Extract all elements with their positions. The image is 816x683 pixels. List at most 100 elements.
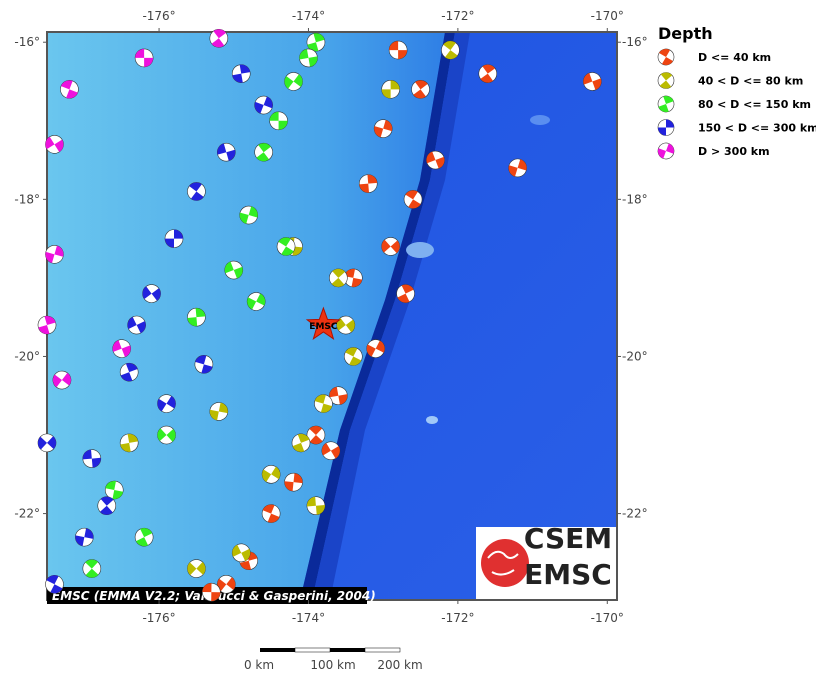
focal-mechanism (254, 95, 273, 115)
beachball-quadrant (224, 261, 243, 279)
beachball-quadrant (658, 143, 674, 159)
beachball-quadrant (112, 340, 131, 358)
focal-mechanism (37, 315, 57, 335)
beachball-quadrant (45, 245, 64, 263)
beachball-quadrant (85, 559, 99, 578)
focal-mechanism (45, 245, 64, 264)
focal-mechanism (276, 237, 296, 256)
focal-mechanism (478, 64, 498, 83)
beachball-quadrant (240, 551, 258, 570)
focal-mechanism (157, 425, 176, 445)
event-marker-label: EMSC (309, 322, 338, 332)
focal-mechanism (583, 72, 602, 91)
beachball-quadrant (232, 544, 251, 561)
focal-mechanism (82, 559, 102, 578)
beachball-quadrant (105, 481, 124, 499)
beachball-quadrant (381, 239, 400, 254)
focal-mechanism (45, 574, 64, 594)
beachball-quadrant (46, 575, 63, 594)
focal-mechanism (119, 362, 139, 382)
focal-mechanism (209, 28, 229, 48)
beachball-quadrant (284, 473, 303, 492)
beachball-quadrant (331, 268, 346, 287)
focal-mechanism (314, 394, 333, 413)
focal-mechanism (403, 190, 423, 209)
y-tick-label: -16° (14, 35, 40, 49)
focal-mechanism (269, 111, 288, 131)
beachball-quadrant (157, 395, 176, 412)
beachball-quadrant (187, 561, 206, 576)
focal-mechanism (321, 441, 341, 461)
focal-mechanism (373, 119, 393, 138)
focal-mechanism (224, 260, 244, 280)
focal-mechanism (52, 370, 72, 390)
beachball-quadrant (45, 136, 64, 152)
x-tick-label: -176° (142, 611, 175, 625)
beachball-quadrant (262, 504, 280, 523)
focal-mechanism (82, 449, 102, 468)
focal-mechanism (157, 394, 176, 413)
focal-mechanism (37, 433, 57, 453)
focal-mechanism (329, 386, 348, 406)
beachball-quadrant (127, 316, 146, 334)
focal-mechanism (343, 268, 363, 288)
scale-bar (260, 647, 401, 653)
beachball-quadrant (136, 528, 153, 547)
basemap (47, 32, 617, 600)
focal-mechanism (411, 80, 430, 99)
y-tick-label: -20° (622, 349, 648, 363)
focal-mechanism (306, 425, 326, 445)
focal-mechanism (134, 527, 154, 547)
beachball-quadrant (397, 284, 414, 303)
beachball-quadrant (336, 317, 355, 333)
scale-label: 200 km (377, 658, 422, 672)
beachball-quadrant (359, 174, 378, 193)
beachball-quadrant (232, 64, 251, 83)
beachball-quadrant (292, 433, 310, 452)
focal-mechanism (254, 142, 273, 162)
beachball-quadrant (53, 372, 71, 388)
beachball-quadrant (269, 111, 288, 130)
legend-symbol (657, 95, 675, 113)
beachball-quadrant (658, 119, 674, 136)
focal-mechanism (388, 40, 408, 60)
logo-text: EMSC (524, 558, 612, 591)
focal-mechanism (216, 574, 236, 594)
logo-graphic (487, 550, 519, 576)
beachball-quadrant (195, 355, 213, 374)
legend-label: D <= 40 km (698, 51, 771, 64)
focal-mechanism (127, 315, 146, 335)
beachball-quadrant (299, 49, 318, 67)
beachball-quadrant (426, 151, 445, 169)
focal-mechanism (284, 72, 303, 91)
beachball-quadrant (38, 436, 56, 450)
beachball-quadrant (374, 119, 393, 138)
x-tick-label: -172° (441, 9, 474, 23)
focal-mechanism (216, 142, 236, 162)
beachball-quadrant (262, 466, 281, 482)
beachball-quadrant (329, 386, 348, 405)
focal-mechanism (164, 229, 184, 248)
focal-mechanism (343, 347, 363, 366)
focal-mechanism (134, 48, 154, 68)
focal-mechanism (246, 292, 266, 311)
focal-mechanism (306, 32, 326, 52)
beachball-quadrant (314, 394, 333, 413)
beachball-quadrant (256, 143, 271, 162)
x-tick-label: -170° (591, 611, 624, 625)
beachball-quadrant (659, 72, 673, 89)
beachball-quadrant (508, 159, 527, 177)
focal-mechanism (426, 150, 445, 170)
y-tick-label: -18° (14, 192, 40, 206)
legend-label: D > 300 km (698, 145, 770, 158)
x-tick-label: -172° (441, 611, 474, 625)
beachball-quadrant (443, 41, 458, 60)
beachball-quadrant (202, 583, 221, 602)
focal-mechanism (112, 339, 132, 358)
focal-mechanism (366, 339, 386, 358)
beachball-quadrant (120, 433, 139, 452)
beachball-quadrant (254, 96, 273, 114)
legend-title: Depth (658, 24, 713, 43)
focal-mechanism (284, 472, 303, 492)
